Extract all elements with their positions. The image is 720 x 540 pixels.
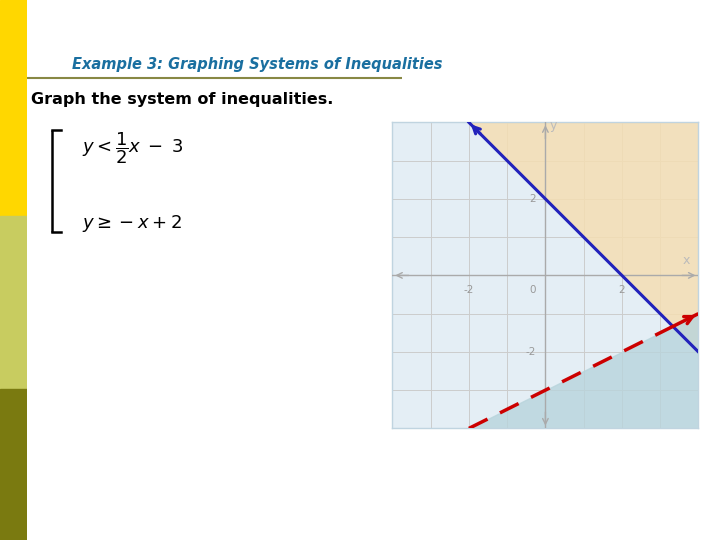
Text: Graph the system of inequalities.: Graph the system of inequalities. (31, 92, 333, 107)
Bar (0, 389, 27, 540)
Text: Example 3: Graphing Systems of Inequalities: Example 3: Graphing Systems of Inequalit… (72, 57, 443, 72)
Text: -2: -2 (464, 285, 474, 295)
Text: y: y (550, 119, 557, 132)
Text: $y \geq -x + 2$: $y \geq -x + 2$ (81, 213, 181, 234)
Text: 2: 2 (529, 194, 536, 204)
Bar (0, 0, 27, 216)
Text: -2: -2 (526, 347, 536, 357)
Text: x: x (683, 254, 690, 267)
Text: 2: 2 (618, 285, 625, 295)
Text: 0: 0 (529, 285, 536, 295)
Bar (0, 216, 27, 389)
Text: $y < \dfrac{1}{2}x\;-\;3$: $y < \dfrac{1}{2}x\;-\;3$ (81, 131, 183, 166)
